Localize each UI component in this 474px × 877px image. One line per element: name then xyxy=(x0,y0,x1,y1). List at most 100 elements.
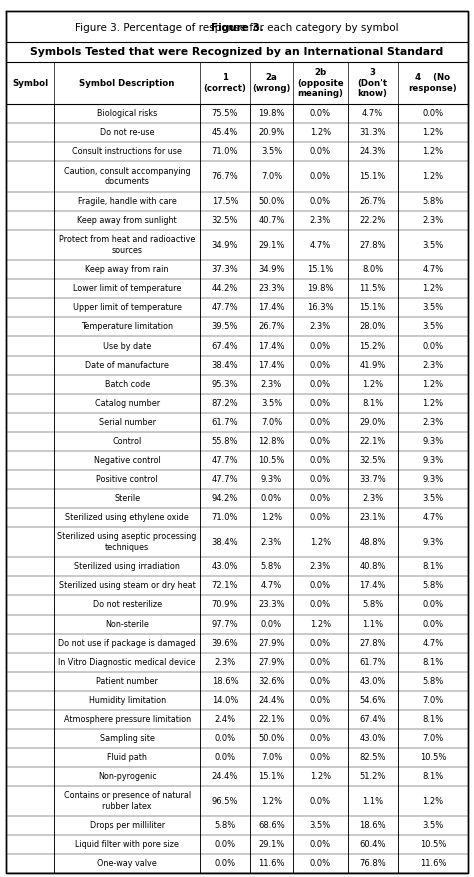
Text: 47.7%: 47.7% xyxy=(212,474,238,484)
Text: 1.1%: 1.1% xyxy=(362,619,383,629)
Text: One-way valve: One-way valve xyxy=(97,859,157,868)
Text: Batch code: Batch code xyxy=(104,380,150,389)
Text: 8.1%: 8.1% xyxy=(422,772,444,781)
Text: 15.2%: 15.2% xyxy=(359,341,386,351)
Text: 23.3%: 23.3% xyxy=(258,284,285,294)
Text: 94.2%: 94.2% xyxy=(212,494,238,503)
Text: 1.2%: 1.2% xyxy=(261,513,282,522)
Text: 4    (No
response): 4 (No response) xyxy=(409,74,457,93)
Text: 3.5%: 3.5% xyxy=(261,399,282,408)
Text: Negative control: Negative control xyxy=(94,456,161,465)
Text: 1.2%: 1.2% xyxy=(310,538,331,546)
Text: 27.9%: 27.9% xyxy=(258,638,285,647)
Text: 44.2%: 44.2% xyxy=(212,284,238,294)
Text: 22.1%: 22.1% xyxy=(258,715,285,724)
Text: 17.4%: 17.4% xyxy=(258,303,285,312)
Text: 11.6%: 11.6% xyxy=(258,859,285,868)
Text: 43.0%: 43.0% xyxy=(212,562,238,572)
Text: 9.3%: 9.3% xyxy=(422,538,444,546)
Text: 37.3%: 37.3% xyxy=(211,266,238,275)
Text: 9.3%: 9.3% xyxy=(422,437,444,446)
Text: 7.0%: 7.0% xyxy=(422,734,444,743)
Text: 55.8%: 55.8% xyxy=(212,437,238,446)
Text: 0.0%: 0.0% xyxy=(214,859,236,868)
Text: 0.0%: 0.0% xyxy=(261,619,282,629)
Text: 0.0%: 0.0% xyxy=(310,840,331,850)
Text: 1.2%: 1.2% xyxy=(362,380,383,389)
Text: 15.1%: 15.1% xyxy=(307,266,334,275)
Text: 17.4%: 17.4% xyxy=(258,360,285,369)
Text: 8.0%: 8.0% xyxy=(362,266,383,275)
Text: 9.3%: 9.3% xyxy=(422,456,444,465)
Text: Sterile: Sterile xyxy=(114,494,140,503)
Text: 0.0%: 0.0% xyxy=(422,341,444,351)
Text: 7.0%: 7.0% xyxy=(261,172,282,181)
Text: 22.2%: 22.2% xyxy=(359,216,386,225)
Text: 3.5%: 3.5% xyxy=(422,822,444,831)
Text: Control: Control xyxy=(112,437,142,446)
Text: Fluid path: Fluid path xyxy=(107,752,147,762)
Text: Upper limit of temperature: Upper limit of temperature xyxy=(73,303,182,312)
Text: Positive control: Positive control xyxy=(96,474,158,484)
Text: 24.3%: 24.3% xyxy=(359,147,386,156)
Text: 67.4%: 67.4% xyxy=(212,341,238,351)
Text: 29.1%: 29.1% xyxy=(258,240,285,250)
Text: 34.9%: 34.9% xyxy=(212,240,238,250)
Text: 0.0%: 0.0% xyxy=(310,437,331,446)
Text: 17.4%: 17.4% xyxy=(359,581,386,590)
Text: 12.8%: 12.8% xyxy=(258,437,285,446)
Text: 34.9%: 34.9% xyxy=(258,266,285,275)
Text: 31.3%: 31.3% xyxy=(359,128,386,137)
Text: Use by date: Use by date xyxy=(103,341,151,351)
Text: 1.2%: 1.2% xyxy=(422,380,444,389)
Text: 22.1%: 22.1% xyxy=(359,437,386,446)
Text: 19.8%: 19.8% xyxy=(258,109,285,118)
Text: 2a
(wrong): 2a (wrong) xyxy=(252,74,291,93)
Text: 70.9%: 70.9% xyxy=(212,601,238,610)
Text: In Vitro Diagnostic medical device: In Vitro Diagnostic medical device xyxy=(58,658,196,667)
Text: 24.4%: 24.4% xyxy=(258,695,285,705)
Text: 95.3%: 95.3% xyxy=(212,380,238,389)
Text: 15.1%: 15.1% xyxy=(359,303,386,312)
Text: 2.3%: 2.3% xyxy=(261,380,282,389)
Text: 19.8%: 19.8% xyxy=(307,284,334,294)
Text: 0.0%: 0.0% xyxy=(214,752,236,762)
Text: 0.0%: 0.0% xyxy=(310,474,331,484)
Text: 29.0%: 29.0% xyxy=(359,417,386,427)
Text: 1.2%: 1.2% xyxy=(422,284,444,294)
Text: Figure 3.: Figure 3. xyxy=(210,23,264,33)
Text: Do not re-use: Do not re-use xyxy=(100,128,155,137)
Text: 0.0%: 0.0% xyxy=(310,417,331,427)
Text: 7.0%: 7.0% xyxy=(261,417,282,427)
Text: 10.5%: 10.5% xyxy=(420,840,446,850)
Text: 0.0%: 0.0% xyxy=(310,341,331,351)
Text: Symbols Tested that were Recognized by an International Standard: Symbols Tested that were Recognized by a… xyxy=(30,46,444,57)
Text: 8.1%: 8.1% xyxy=(422,658,444,667)
Text: 48.8%: 48.8% xyxy=(359,538,386,546)
Text: 15.1%: 15.1% xyxy=(258,772,285,781)
Text: Contains or presence of natural
rubber latex: Contains or presence of natural rubber l… xyxy=(64,791,191,811)
Text: 47.7%: 47.7% xyxy=(212,456,238,465)
Text: 1.2%: 1.2% xyxy=(310,619,331,629)
Text: 0.0%: 0.0% xyxy=(310,494,331,503)
Text: 43.0%: 43.0% xyxy=(359,677,386,686)
Text: Liquid filter with pore size: Liquid filter with pore size xyxy=(75,840,179,850)
Text: 5.8%: 5.8% xyxy=(261,562,282,572)
Text: 26.7%: 26.7% xyxy=(258,323,285,332)
Text: 0.0%: 0.0% xyxy=(310,638,331,647)
Text: 3.5%: 3.5% xyxy=(422,323,444,332)
Text: 0.0%: 0.0% xyxy=(214,840,236,850)
Text: 0.0%: 0.0% xyxy=(310,196,331,206)
Text: Figure 3. Percentage of response for each category by symbol: Figure 3. Percentage of response for eac… xyxy=(75,23,399,33)
Text: 1.2%: 1.2% xyxy=(310,128,331,137)
Text: 38.4%: 38.4% xyxy=(212,360,238,369)
Text: 29.1%: 29.1% xyxy=(258,840,285,850)
Text: 28.0%: 28.0% xyxy=(359,323,386,332)
Text: 18.6%: 18.6% xyxy=(212,677,238,686)
Text: 0.0%: 0.0% xyxy=(310,581,331,590)
Text: 0.0%: 0.0% xyxy=(310,172,331,181)
Text: 0.0%: 0.0% xyxy=(310,752,331,762)
Text: 10.5%: 10.5% xyxy=(258,456,285,465)
Text: Biological risks: Biological risks xyxy=(97,109,157,118)
Text: Drops per milliliter: Drops per milliliter xyxy=(90,822,164,831)
